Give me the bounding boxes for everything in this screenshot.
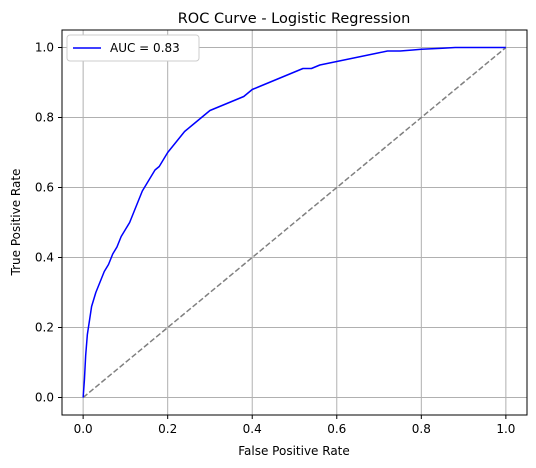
y-tick-label: 0.6	[35, 181, 54, 195]
diagonal-reference-line	[82, 46, 507, 399]
y-tick-label: 0.0	[35, 391, 54, 405]
series-layer	[82, 46, 507, 399]
chart-title: ROC Curve - Logistic Regression	[178, 11, 411, 27]
legend-label-auc: AUC = 0.83	[110, 41, 180, 55]
x-tick-label: 0.6	[327, 422, 346, 436]
legend-box	[66, 34, 200, 62]
y-tick-label: 1.0	[35, 41, 54, 55]
x-tick-label: 0.0	[74, 422, 93, 436]
x-tick-label: 0.8	[412, 422, 431, 436]
roc-curve-line	[82, 46, 506, 398]
y-tick-label: 0.2	[35, 321, 54, 335]
x-tick-label: 0.4	[243, 422, 262, 436]
y-tick-label: 0.8	[35, 111, 54, 125]
y-axis-ticks: 0.0 0.2 0.4 0.6 0.8 1.0	[35, 41, 62, 405]
x-tick-label: 0.2	[158, 422, 177, 436]
grid-lines	[62, 30, 527, 415]
legend: AUC = 0.83	[66, 34, 200, 62]
y-tick-label: 0.4	[35, 251, 54, 265]
plot-frame	[61, 29, 528, 416]
x-axis-ticks: 0.0 0.2 0.4 0.6 0.8 1.0	[74, 415, 515, 436]
y-axis-title: True Positive Rate	[9, 169, 23, 277]
x-tick-label: 1.0	[496, 422, 515, 436]
x-axis-title: False Positive Rate	[238, 444, 350, 458]
